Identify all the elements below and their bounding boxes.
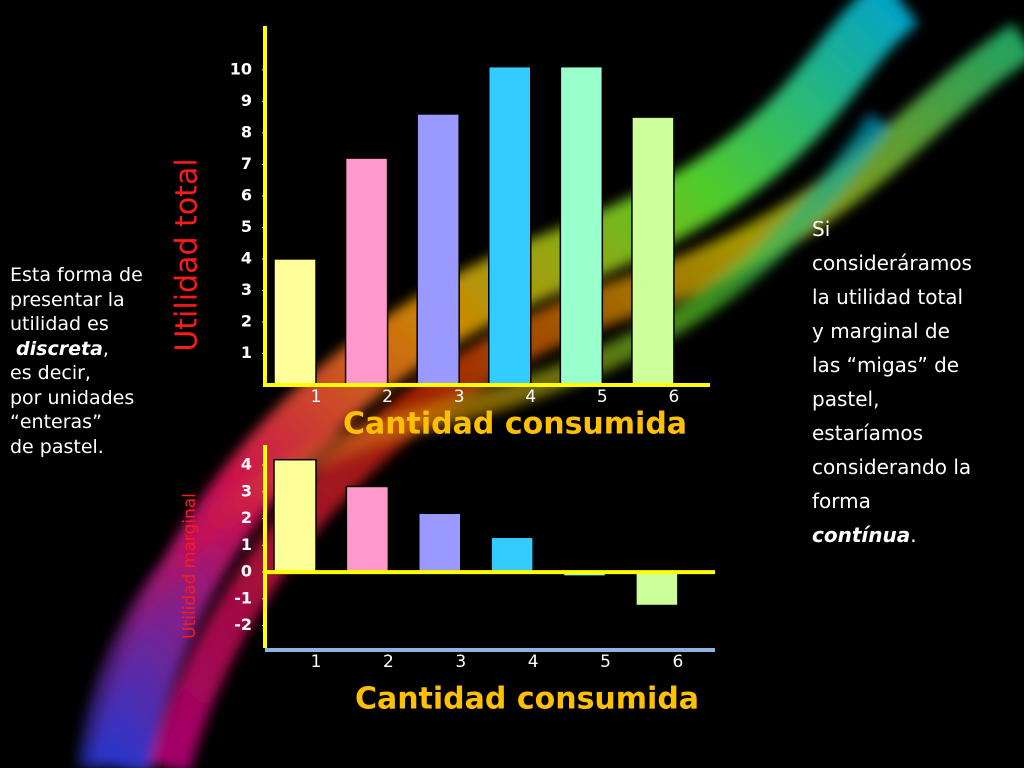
y-tick-label: -1 bbox=[234, 588, 252, 607]
x-axis-label: Cantidad consumida bbox=[355, 682, 699, 717]
text-segment: presentar la bbox=[10, 288, 125, 311]
text-segment: , bbox=[102, 337, 109, 360]
x-tick-label: 2 bbox=[383, 652, 394, 672]
bar bbox=[559, 65, 604, 386]
x-tick-label: 1 bbox=[311, 652, 322, 672]
text-segment: forma bbox=[812, 489, 871, 513]
x-tick-label: 4 bbox=[528, 652, 539, 672]
text-segment: utilidad es bbox=[10, 313, 109, 335]
text-segment: contínua bbox=[812, 523, 911, 547]
text-line: Esta forma de bbox=[10, 263, 143, 288]
bar bbox=[635, 571, 679, 607]
text-segment: Si bbox=[812, 217, 831, 241]
x-tick-label: 4 bbox=[525, 387, 536, 407]
bar bbox=[631, 116, 675, 386]
bar bbox=[490, 536, 534, 573]
text-line: consideráramos bbox=[812, 246, 972, 280]
y-axis-label: Utilidad total bbox=[170, 158, 205, 351]
text-line: presentar la bbox=[10, 288, 143, 313]
y-tick-label: 2 bbox=[241, 311, 252, 330]
text-segment: por unidades bbox=[10, 386, 135, 409]
text-segment: las “migas” de bbox=[812, 353, 960, 377]
text-segment: “enteras” bbox=[10, 411, 102, 433]
x-tick-label: 3 bbox=[455, 652, 466, 672]
text-line: las “migas” de bbox=[812, 348, 972, 382]
y-tick-label: 2 bbox=[241, 508, 252, 527]
y-tick-label: 4 bbox=[241, 248, 252, 267]
text-line: Si bbox=[812, 212, 972, 246]
y-tick-label: 0 bbox=[241, 562, 252, 581]
y-tick-label: 6 bbox=[241, 185, 252, 204]
x-tick-label: 6 bbox=[672, 652, 683, 672]
text-line: forma bbox=[812, 484, 972, 518]
y-tick-label: 5 bbox=[241, 217, 252, 236]
bar bbox=[345, 485, 390, 573]
text-line: contínua. bbox=[812, 518, 972, 552]
y-tick-label: 8 bbox=[241, 122, 252, 141]
text-line: es decir, bbox=[10, 361, 143, 386]
x-tick-label: 5 bbox=[600, 652, 611, 672]
bar bbox=[488, 65, 532, 386]
text-line: de pastel. bbox=[10, 435, 143, 460]
bar bbox=[273, 458, 317, 573]
y-tick-label: 1 bbox=[241, 535, 252, 554]
bar bbox=[418, 512, 462, 573]
text-segment: y marginal de bbox=[812, 319, 950, 343]
text-segment: Esta forma de bbox=[10, 264, 143, 286]
x-tick-label: 2 bbox=[382, 387, 393, 407]
x-tick-label: 1 bbox=[311, 387, 322, 407]
text-line: pastel, bbox=[812, 382, 972, 416]
text-line: utilidad es bbox=[10, 312, 143, 337]
y-tick-label: -2 bbox=[234, 615, 252, 634]
x-axis-label: Cantidad consumida bbox=[343, 407, 687, 442]
x-tick-label: 3 bbox=[454, 387, 465, 407]
text-segment: de pastel. bbox=[10, 435, 104, 458]
text-segment: . bbox=[910, 523, 917, 547]
text-line: y marginal de bbox=[812, 314, 972, 348]
text-segment: estaríamos bbox=[812, 421, 923, 445]
left-note: Esta forma de presentar la utilidad es dis… bbox=[10, 263, 143, 459]
text-segment: consideráramos bbox=[812, 251, 972, 275]
right-note: Si consideráramos la utilidad total y margi… bbox=[812, 212, 972, 552]
bar bbox=[416, 113, 460, 386]
text-segment: considerando la bbox=[812, 455, 972, 479]
bar bbox=[273, 258, 317, 386]
y-axis-label: Utilidad marginal bbox=[180, 493, 200, 639]
text-line: por unidades bbox=[10, 386, 143, 411]
x-tick-label: 6 bbox=[669, 387, 680, 407]
text-line: considerando la bbox=[812, 450, 972, 484]
y-tick-label: 3 bbox=[241, 280, 252, 299]
text-line: “enteras” bbox=[10, 410, 143, 435]
text-line: discreta, bbox=[10, 337, 143, 362]
y-tick-label: 1 bbox=[241, 343, 252, 362]
x-tick-label: 5 bbox=[597, 387, 608, 407]
bar bbox=[344, 157, 389, 386]
text-line: la utilidad total bbox=[812, 280, 972, 314]
text-segment: es decir, bbox=[10, 362, 91, 384]
text-segment: pastel, bbox=[812, 387, 880, 411]
text-line: estaríamos bbox=[812, 416, 972, 450]
y-tick-label: 10 bbox=[230, 59, 252, 78]
y-tick-label: 7 bbox=[241, 154, 252, 173]
y-tick-label: 4 bbox=[241, 455, 252, 474]
text-segment: discreta bbox=[16, 337, 103, 360]
text-segment: la utilidad total bbox=[812, 285, 964, 309]
y-tick-label: 3 bbox=[241, 481, 252, 500]
y-tick-label: 9 bbox=[241, 91, 252, 110]
